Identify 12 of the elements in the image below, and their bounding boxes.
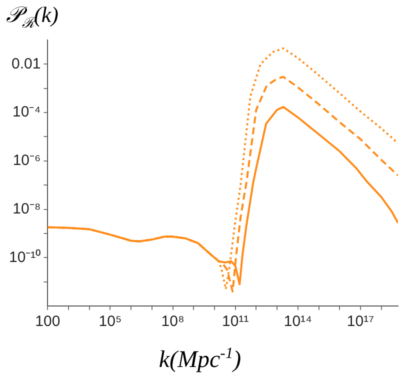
y-tick-label: 0.01: [11, 55, 41, 72]
y-tick-label: 10⁻¹⁰: [8, 248, 41, 266]
x-tick-label: 10⁸: [161, 313, 184, 330]
x-tick-label: 10¹⁷: [346, 313, 374, 330]
x-tick-label: 10¹⁴: [284, 313, 312, 330]
x-tick-label: 10¹¹: [222, 313, 249, 330]
y-tick-label: 10⁻⁴: [12, 104, 41, 121]
x-tick-label: 10⁵: [98, 313, 122, 330]
x-tick-label: 100: [35, 313, 60, 330]
y-tick-label: 10⁻⁸: [12, 200, 41, 218]
x-axis-title: k(Mpc$^{-1}$): [158, 345, 242, 374]
y-tick-label: 10⁻⁶: [12, 152, 41, 170]
